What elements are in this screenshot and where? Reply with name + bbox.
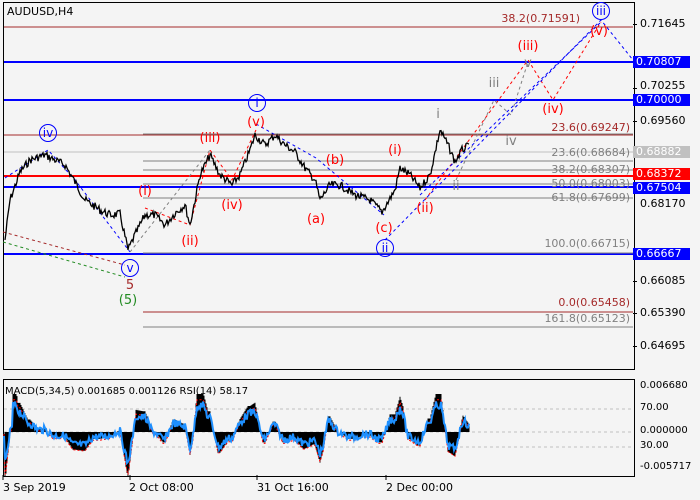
axis-tick [633, 313, 637, 314]
wave-label: (i) [388, 143, 402, 158]
wave-path [455, 61, 529, 181]
price-axis-label: 0.71645 [640, 17, 686, 30]
rsi-line [3, 401, 470, 466]
wave-label: v [524, 56, 532, 71]
wave-label: (v) [590, 24, 608, 39]
time-label: 2 Oct 08:00 [129, 481, 194, 494]
wave-label: (iii) [199, 131, 221, 146]
indicator-axis-label: 0.006680 [640, 380, 688, 391]
fib-label: 38.2(0.71591) [501, 12, 580, 25]
macd-signal-line [3, 399, 470, 475]
wave-path [144, 129, 257, 226]
axis-tick [633, 346, 637, 347]
price-badge: 0.70807 [633, 56, 690, 68]
fib-label: 161.8(0.65123) [544, 312, 630, 325]
indicator-axis-label: -0.005717 [640, 461, 692, 472]
axis-tick [633, 121, 637, 122]
wave-label: (b) [325, 153, 345, 168]
fib-label: 61.8(0.67699) [551, 191, 630, 204]
wave-label: (c) [375, 221, 393, 236]
wave-label: i [248, 94, 266, 112]
wave-label: iv [39, 124, 57, 142]
fib-label: 50.0(0.68003) [551, 177, 630, 190]
wave-label: iv [505, 134, 517, 149]
wave-label: v [121, 259, 139, 277]
wave-label: ii [452, 179, 460, 194]
wave-path [255, 123, 385, 216]
price-axis-label: 0.66085 [640, 274, 686, 287]
indicator-axis-label: 30.00 [640, 440, 669, 451]
axis-tick [633, 88, 637, 89]
price-badge: 0.68372 [633, 168, 690, 180]
wave-path [384, 19, 634, 241]
wave-path [129, 149, 211, 253]
wave-label: (a) [306, 212, 326, 227]
wave-label: (v) [247, 115, 265, 130]
macd-histogram [4, 394, 470, 477]
indicator-axis-label: 70.00 [640, 402, 669, 413]
wave-label: ii [376, 239, 394, 257]
axis-tick [633, 281, 637, 282]
price-line [4, 129, 470, 251]
fib-label: 100.0(0.66715) [544, 237, 630, 250]
price-badge: 0.68882 [633, 146, 690, 158]
wave-label: (iv) [221, 198, 243, 213]
wave-label: iii [488, 76, 500, 91]
wave-path [424, 21, 602, 201]
wave-label: (iii) [517, 39, 539, 54]
axis-tick [633, 24, 637, 25]
indicator-axis-label: 0.000000 [640, 425, 688, 436]
wave-label: (5) [118, 293, 138, 308]
wave-label: i [436, 107, 440, 122]
price-badge: 0.67504 [633, 182, 690, 194]
wave-label: (iv) [542, 102, 564, 117]
price-axis-label: 0.69560 [640, 114, 686, 127]
wave-label: 5 [125, 278, 135, 293]
time-label: 3 Sep 2019 [3, 481, 66, 494]
fib-label: 23.6(0.68684) [551, 146, 630, 159]
wave-label: (ii) [181, 234, 199, 249]
price-axis-label: 0.68170 [640, 197, 686, 210]
price-badge: 0.66667 [633, 248, 690, 260]
price-axis-label: 0.64695 [640, 339, 686, 352]
wave-path [2, 241, 126, 278]
wave-label: iii [592, 2, 610, 20]
indicator-panel[interactable] [3, 379, 635, 477]
fib-label: 38.2(0.68307) [551, 163, 630, 176]
time-label: 2 Dec 00:00 [386, 481, 453, 494]
price-axis-label: 0.65390 [640, 306, 686, 319]
wave-label: (ii) [416, 201, 434, 216]
indicator-title: MACD(5,34,5) 0.001685 0.001126 RSI(14) 5… [5, 386, 249, 397]
symbol-title: AUDUSD,H4 [7, 5, 74, 18]
wave-label: (i) [138, 184, 152, 199]
price-axis-label: 0.70255 [640, 79, 686, 92]
wave-path [4, 149, 131, 253]
price-badge: 0.70000 [633, 94, 690, 106]
time-label: 31 Oct 16:00 [257, 481, 329, 494]
fib-label: 23.6(0.69247) [551, 121, 630, 134]
wave-path [2, 231, 126, 266]
fib-label: 0.0(0.65458) [558, 296, 630, 309]
